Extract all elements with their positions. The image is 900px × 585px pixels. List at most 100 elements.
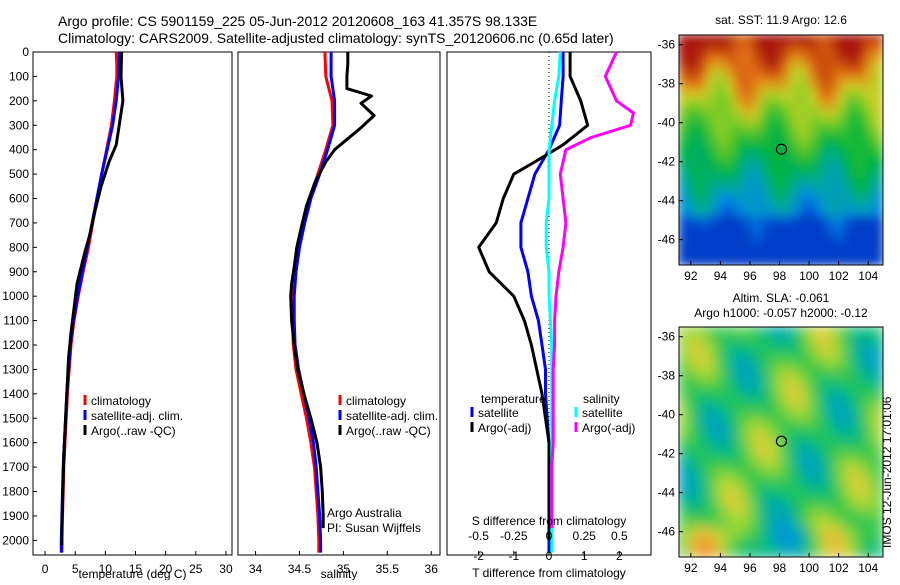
sst-map-field-cell bbox=[854, 81, 866, 94]
sst-map-field-cell bbox=[696, 168, 708, 180]
sla-map-field-cell bbox=[724, 431, 736, 443]
sst-map-field-cell bbox=[742, 168, 755, 180]
sla-map-field-cell bbox=[715, 517, 727, 530]
sla-map-field-cell bbox=[724, 479, 736, 491]
sla-map-field-cell bbox=[752, 546, 764, 557]
sst-map-field-cell bbox=[789, 235, 801, 247]
sla-map-field-cell bbox=[733, 517, 745, 530]
sst-map-field-cell bbox=[696, 254, 708, 265]
sla-map-lon-tick-label: 92 bbox=[684, 561, 698, 575]
sla-map-field-cell bbox=[687, 517, 699, 530]
sla-map-field-cell bbox=[872, 450, 883, 463]
sla-map-field-cell bbox=[770, 383, 782, 396]
sst-map-field-cell bbox=[854, 206, 866, 219]
sla-map-field-cell bbox=[752, 373, 764, 386]
sla-map-field-cell bbox=[835, 527, 847, 539]
sst-map-field-cell bbox=[679, 35, 690, 46]
sst-map-field-cell bbox=[872, 168, 883, 180]
sst-map-field-cell bbox=[817, 206, 829, 219]
sst-map-field-cell bbox=[761, 216, 773, 228]
sla-map-field-cell bbox=[826, 412, 838, 424]
sst-map-field-cell bbox=[807, 120, 820, 132]
sst-map-field-cell bbox=[807, 149, 820, 161]
sst-map-field-cell bbox=[705, 254, 718, 265]
sla-map-field-cell bbox=[705, 412, 718, 424]
sst-map-field-cell bbox=[863, 35, 875, 46]
sst-map-field-cell bbox=[696, 196, 708, 209]
sla-map-field-cell bbox=[770, 412, 782, 424]
sla-map-field-cell bbox=[844, 327, 857, 338]
sla-map-field-cell bbox=[826, 536, 838, 549]
diff-s-xlabel: S difference from climatology bbox=[472, 514, 627, 528]
sla-map-field-cell bbox=[817, 364, 829, 376]
sla-map-field-cell bbox=[844, 364, 857, 376]
sst-map-field-cell bbox=[705, 216, 718, 228]
sla-map-field-cell bbox=[826, 354, 838, 367]
sst-map-field-cell bbox=[687, 225, 699, 238]
sla-map-lon-tick-label: 96 bbox=[743, 561, 757, 575]
sla-map-field-cell bbox=[696, 527, 708, 539]
sla-map-field-cell bbox=[715, 345, 727, 357]
sla-map-field-cell bbox=[780, 527, 792, 539]
sst-map-field-cell bbox=[733, 120, 745, 132]
sst-map-field-cell bbox=[817, 244, 829, 257]
sst-map-field-cell bbox=[705, 139, 718, 151]
sla-map-field-cell bbox=[705, 517, 718, 530]
sst-map-field-cell bbox=[844, 187, 857, 199]
sla-map-field-cell bbox=[798, 536, 810, 549]
sla-map-field-blur bbox=[679, 327, 883, 557]
sst-map-field-cell bbox=[789, 177, 801, 190]
sst-map-field-cell bbox=[872, 129, 883, 142]
sla-map-field-cell bbox=[687, 498, 699, 511]
sla-map-field-cell bbox=[696, 450, 708, 463]
sla-map-field-cell bbox=[687, 527, 699, 539]
sst-map-field-cell bbox=[679, 187, 690, 199]
sla-map-field-cell bbox=[715, 327, 727, 338]
sst-map-field-cell bbox=[742, 62, 755, 75]
sla-map-field-cell bbox=[733, 460, 745, 472]
sla-map-field-cell bbox=[761, 335, 773, 348]
sst-map-field-cell bbox=[854, 62, 866, 75]
sst-map-field-cell bbox=[872, 81, 883, 94]
sst-map-field-cell bbox=[733, 81, 745, 94]
sst-map-field-cell bbox=[761, 43, 773, 56]
sst-map-field-cell bbox=[687, 244, 699, 257]
sst-map-field-cell bbox=[872, 62, 883, 75]
sst-map-lat-tick-label: -38 bbox=[658, 77, 676, 91]
sla-map-field-cell bbox=[835, 383, 847, 396]
sst-map-field-cell bbox=[863, 91, 875, 104]
sla-map-lon-tick-label: 94 bbox=[714, 561, 728, 575]
sst-map-field-cell bbox=[733, 101, 745, 113]
sla-map-field-cell bbox=[807, 393, 820, 405]
sla-map-field-cell bbox=[817, 431, 829, 443]
sst-map-field-cell bbox=[817, 81, 829, 94]
sst-map-field-cell bbox=[770, 196, 782, 209]
sst-map-field-cell bbox=[733, 110, 745, 123]
sst-map-field-cell bbox=[770, 62, 782, 75]
sst-map-field-cell bbox=[679, 43, 690, 56]
sla-map-field-cell bbox=[807, 517, 820, 530]
sst-map-field-cell bbox=[863, 168, 875, 180]
sla-map-field-cell bbox=[715, 431, 727, 443]
sla-map-field-cell bbox=[687, 488, 699, 501]
depth-tick-label: 100 bbox=[9, 69, 29, 83]
sst-map-field-cell bbox=[724, 158, 736, 171]
salinity-legend-satellite-adj-clim: satellite-adj. clim. bbox=[346, 409, 438, 423]
sst-map-field-cell bbox=[826, 216, 838, 228]
sla-map-field-cell bbox=[817, 327, 829, 338]
sla-map-field-cell bbox=[752, 517, 764, 530]
sla-map-field-cell bbox=[705, 508, 718, 520]
sst-map-field-cell bbox=[679, 72, 690, 84]
sla-map-field-cell bbox=[798, 345, 810, 357]
sst-map-lon-tick-label: 102 bbox=[829, 269, 849, 283]
depth-tick-label: 200 bbox=[9, 94, 29, 108]
sla-map-field-cell bbox=[715, 421, 727, 434]
sla-map-field-cell bbox=[687, 421, 699, 434]
salinity-xtick-label: 35.5 bbox=[376, 562, 400, 576]
sla-map-field-cell bbox=[679, 479, 690, 491]
sst-map-field-cell bbox=[761, 206, 773, 219]
sst-map-panel: -36 -38 -40 -42 -44 -46 92 94 96 98 100 102 104 sat. … bbox=[658, 13, 884, 283]
sst-map-field-cell bbox=[696, 101, 708, 113]
sla-map-field-cell bbox=[798, 327, 810, 338]
sst-map-field-cell bbox=[696, 187, 708, 199]
